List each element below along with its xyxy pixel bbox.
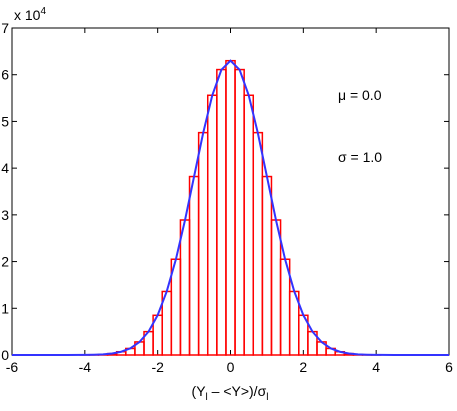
y-tick-label: 2 xyxy=(1,254,9,270)
histogram-bar xyxy=(206,94,218,356)
y-tick-label: 3 xyxy=(1,207,9,223)
x-tick-label: -2 xyxy=(151,359,164,375)
x-label-part: (Y xyxy=(192,383,207,399)
x-axis-label: (Yl – <Y>)/σl xyxy=(192,383,269,403)
y-tick-label: 1 xyxy=(1,300,9,316)
multiplier: x 104 xyxy=(14,6,46,23)
histogram-bar xyxy=(243,94,255,356)
x-tick-label: -6 xyxy=(6,359,19,375)
y-tick-label: 4 xyxy=(1,160,9,176)
x-tick-label: 0 xyxy=(227,359,235,375)
histogram-bar xyxy=(270,219,282,356)
histogram-bar xyxy=(179,219,191,356)
annotation: μ = 0.0 xyxy=(338,87,382,103)
x-label-part: – <Y>)/σ xyxy=(208,383,267,399)
y-tick-label: 7 xyxy=(1,20,9,36)
multiplier-exponent: 4 xyxy=(40,6,46,17)
histogram-bar xyxy=(197,131,209,356)
plot-frame xyxy=(11,27,450,356)
histogram-bar xyxy=(216,68,227,356)
multiplier-base: x 10 xyxy=(14,7,41,23)
x-tick-label: 2 xyxy=(299,359,307,375)
histogram-bar xyxy=(234,68,245,356)
x-label-subscript: l xyxy=(266,392,268,403)
fit-curve xyxy=(12,59,449,356)
x-tick-label: -4 xyxy=(79,359,92,375)
y-tick-label: 6 xyxy=(1,67,9,83)
x-label-subscript: l xyxy=(206,392,208,403)
histogram-bar xyxy=(188,175,200,356)
y-tick-label: 0 xyxy=(1,347,9,363)
histogram-bar xyxy=(261,175,273,356)
y-tick-label: 5 xyxy=(1,113,9,129)
x-tick-label: 4 xyxy=(372,359,380,375)
annotation: σ = 1.0 xyxy=(338,149,382,165)
histogram-bar xyxy=(225,59,236,356)
histogram-bar xyxy=(252,131,264,356)
x-tick-label: 6 xyxy=(445,359,453,375)
